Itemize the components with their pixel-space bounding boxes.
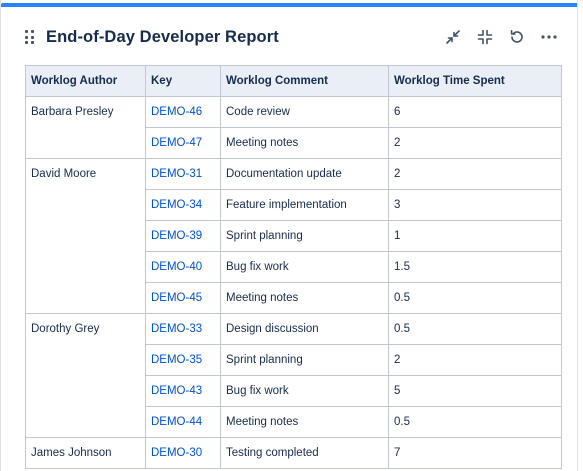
key-cell: DEMO-46 (145, 96, 221, 128)
time-spent-cell: 6 (388, 96, 562, 128)
author-cell: Barbara Presley (25, 96, 146, 159)
key-cell: DEMO-45 (145, 282, 221, 314)
author-cell: David Moore (25, 158, 146, 314)
collapse-button[interactable] (469, 24, 501, 50)
time-spent-cell: 2 (388, 127, 562, 159)
time-spent-cell: 0.5 (388, 313, 562, 345)
issue-key-link[interactable]: DEMO-35 (151, 354, 203, 366)
key-cell: DEMO-30 (145, 437, 221, 469)
issue-key-link[interactable]: DEMO-33 (151, 323, 203, 335)
table-row: James Johnson DEMO-30 Testing completed … (25, 437, 562, 469)
table-row: DEMO-39 Sprint planning 1 (26, 220, 562, 252)
author-cell: James Johnson (25, 437, 146, 469)
issue-key-link[interactable]: DEMO-40 (151, 261, 203, 273)
time-spent-cell: 2 (388, 158, 562, 190)
comment-cell: Sprint planning (220, 344, 389, 376)
header-worklog-comment[interactable]: Worklog Comment (220, 65, 389, 97)
gadget-header: End-of-Day Developer Report (25, 24, 565, 50)
table-row: DEMO-35 Sprint planning 2 (26, 344, 562, 376)
key-cell: DEMO-43 (145, 375, 221, 407)
key-cell: DEMO-31 (145, 158, 221, 190)
comment-cell: Feature implementation (220, 189, 389, 221)
table-row: DEMO-45 Meeting notes 0.5 (26, 282, 562, 314)
header-worklog-time-spent[interactable]: Worklog Time Spent (388, 65, 562, 97)
issue-key-link[interactable]: DEMO-47 (151, 137, 203, 149)
table-row: DEMO-40 Bug fix work 1.5 (26, 251, 562, 283)
comment-cell: Bug fix work (220, 375, 389, 407)
comment-cell: Documentation update (220, 158, 389, 190)
author-cell: Dorothy Grey (25, 313, 146, 438)
minimize-button[interactable] (437, 24, 469, 50)
header-key[interactable]: Key (145, 65, 221, 97)
time-spent-cell: 5 (388, 375, 562, 407)
time-spent-cell: 0.5 (388, 406, 562, 438)
table-row: DEMO-44 Meeting notes 0.5 (26, 406, 562, 438)
issue-key-link[interactable]: DEMO-45 (151, 292, 203, 304)
key-cell: DEMO-35 (145, 344, 221, 376)
issue-key-link[interactable]: DEMO-44 (151, 416, 203, 428)
more-options-button[interactable] (533, 24, 565, 50)
comment-cell: Design discussion (220, 313, 389, 345)
key-cell: DEMO-33 (145, 313, 221, 345)
issue-key-link[interactable]: DEMO-39 (151, 230, 203, 242)
drag-handle-icon[interactable] (25, 30, 37, 44)
refresh-button[interactable] (501, 24, 533, 50)
table-row: David Moore DEMO-31 Documentation update… (25, 158, 562, 314)
time-spent-cell: 0.5 (388, 282, 562, 314)
header-worklog-author[interactable]: Worklog Author (25, 65, 146, 97)
worklog-table-container: Worklog Author Key Worklog Comment Workl… (25, 65, 562, 469)
table-header-row: Worklog Author Key Worklog Comment Workl… (25, 65, 562, 97)
comment-cell: Meeting notes (220, 282, 389, 314)
comment-cell: Meeting notes (220, 127, 389, 159)
issue-key-link[interactable]: DEMO-46 (151, 106, 203, 118)
key-cell: DEMO-47 (145, 127, 221, 159)
gadget-title: End-of-Day Developer Report (46, 27, 279, 46)
issue-key-link[interactable]: DEMO-43 (151, 385, 203, 397)
table-row: DEMO-43 Bug fix work 5 (26, 375, 562, 407)
gadget-accent-bar (1, 3, 577, 7)
time-spent-cell: 1 (388, 220, 562, 252)
table-row: Barbara Presley DEMO-46 Code review 6 (25, 96, 562, 159)
table-row: DEMO-47 Meeting notes 2 (26, 127, 562, 159)
issue-key-link[interactable]: DEMO-31 (151, 168, 203, 180)
issue-key-link[interactable]: DEMO-30 (151, 447, 203, 459)
worklog-table: Worklog Author Key Worklog Comment Workl… (25, 65, 562, 469)
time-spent-cell: 7 (388, 437, 562, 469)
comment-cell: Testing completed (220, 437, 389, 469)
key-cell: DEMO-39 (145, 220, 221, 252)
key-cell: DEMO-40 (145, 251, 221, 283)
table-row: Dorothy Grey DEMO-33 Design discussion 0… (25, 313, 562, 438)
gadget-actions (437, 24, 565, 50)
minimize-icon (446, 30, 460, 44)
key-cell: DEMO-44 (145, 406, 221, 438)
key-cell: DEMO-34 (145, 189, 221, 221)
table-row: DEMO-34 Feature implementation 3 (26, 189, 562, 221)
comment-cell: Sprint planning (220, 220, 389, 252)
issue-key-link[interactable]: DEMO-34 (151, 199, 203, 211)
refresh-icon (510, 30, 523, 43)
time-spent-cell: 2 (388, 344, 562, 376)
comment-cell: Meeting notes (220, 406, 389, 438)
comment-cell: Bug fix work (220, 251, 389, 283)
more-options-icon (541, 35, 557, 39)
time-spent-cell: 1.5 (388, 251, 562, 283)
comment-cell: Code review (220, 96, 389, 128)
collapse-icon (477, 29, 493, 45)
time-spent-cell: 3 (388, 189, 562, 221)
